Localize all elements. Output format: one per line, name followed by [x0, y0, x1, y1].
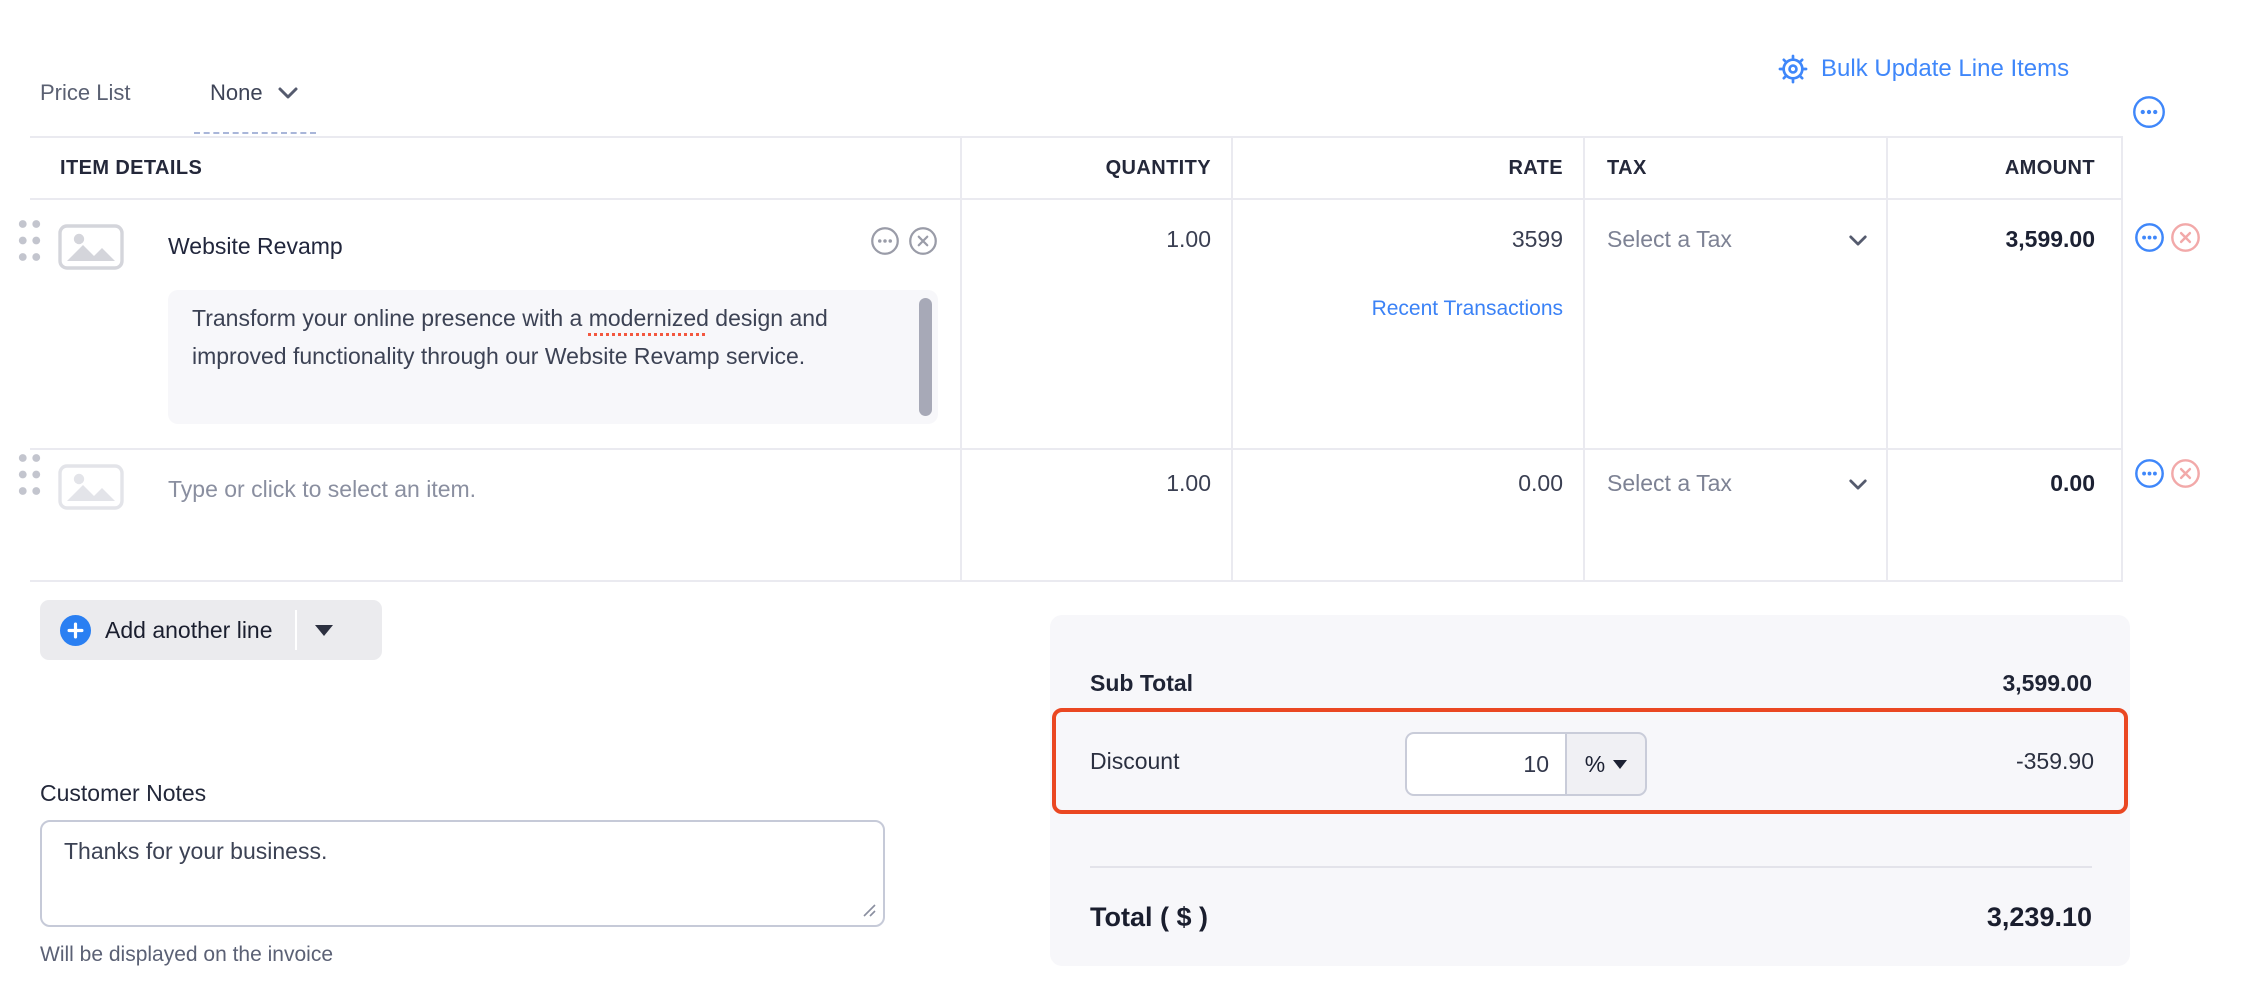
header-rate: RATE [1233, 138, 1585, 198]
summary-panel: Sub Total 3,599.00 Discount -359.90 % To… [1050, 615, 2130, 966]
tax-select-placeholder: Select a Tax [1607, 470, 1732, 496]
item-more-icon[interactable] [870, 226, 900, 262]
misspelled-word: modernized [588, 305, 709, 331]
add-another-line-label: Add another line [105, 616, 273, 643]
row-drag-handle[interactable] [16, 218, 43, 268]
bulk-update-line-items-link[interactable]: Bulk Update Line Items [1777, 53, 2069, 85]
add-another-line-button[interactable]: Add another line [40, 600, 382, 660]
item-description-textarea[interactable]: Transform your online presence with a mo… [168, 290, 938, 424]
tax-select-placeholder: Select a Tax [1607, 226, 1732, 252]
price-list-dropdown[interactable]: None [210, 80, 299, 106]
amount-value: 0.00 [1888, 450, 2123, 580]
button-divider [294, 610, 297, 650]
total-label: Total ( $ ) [1090, 901, 1208, 932]
item-image-placeholder[interactable] [58, 464, 124, 516]
header-quantity: QUANTITY [962, 138, 1233, 198]
tax-select[interactable]: Select a Tax [1585, 450, 1888, 580]
quantity-value[interactable]: 1.00 [962, 200, 1233, 448]
rate-value[interactable]: 0.00 [1233, 450, 1585, 580]
plus-icon [60, 614, 91, 646]
price-list-label: Price List [40, 80, 131, 105]
gear-icon [1778, 54, 1808, 84]
chevron-down-icon [1849, 479, 1867, 490]
caret-down-icon [1613, 759, 1628, 769]
subtotal-row: Sub Total 3,599.00 [1090, 655, 2092, 711]
item-description-text: Transform your online presence with a mo… [192, 305, 828, 369]
discount-unit-label: % [1584, 750, 1606, 777]
total-row: Total ( $ ) 3,239.10 [1090, 887, 2092, 947]
item-select-input[interactable]: Type or click to select an item. [168, 476, 477, 502]
discount-input-group: % [1405, 732, 1647, 796]
table-columns-menu-icon[interactable] [2132, 95, 2166, 134]
table-row: Website Revamp Transform your online pre… [30, 200, 2123, 450]
discount-row: Discount -359.90 [1090, 712, 2094, 810]
header-amount: AMOUNT [1888, 138, 2123, 198]
price-list-dashed-underline [194, 132, 316, 134]
table-row: Type or click to select an item. 1.00 0.… [30, 450, 2123, 582]
table-header-row: ITEM DETAILS QUANTITY RATE TAX AMOUNT [30, 136, 2123, 200]
quantity-value[interactable]: 1.00 [962, 450, 1233, 580]
header-item-details: ITEM DETAILS [30, 138, 962, 198]
price-list-value: None [210, 80, 263, 105]
subtotal-label: Sub Total [1090, 669, 1194, 696]
description-scrollbar[interactable] [919, 298, 932, 416]
total-value: 3,239.10 [1986, 901, 2092, 932]
customer-notes-textarea[interactable]: Thanks for your business. [40, 820, 885, 927]
discount-amount: -359.90 [2015, 747, 2094, 774]
item-name[interactable]: Website Revamp [168, 232, 343, 259]
discount-highlight-box: Discount -359.90 % [1052, 708, 2128, 814]
row-delete-icon[interactable] [2170, 458, 2201, 494]
row-drag-handle[interactable] [16, 452, 43, 502]
discount-label: Discount [1090, 747, 1180, 774]
subtotal-value: 3,599.00 [2002, 669, 2092, 696]
line-items-table: ITEM DETAILS QUANTITY RATE TAX AMOUNT We… [30, 136, 2123, 582]
tax-select[interactable]: Select a Tax [1585, 200, 1888, 448]
discount-unit-dropdown[interactable]: % [1565, 732, 1647, 796]
recent-transactions-link[interactable]: Recent Transactions [1371, 297, 1563, 320]
bulk-update-label: Bulk Update Line Items [1821, 55, 2070, 82]
row-more-icon[interactable] [2134, 222, 2165, 258]
chevron-down-icon [1849, 235, 1867, 246]
add-line-caret-icon[interactable] [314, 624, 333, 636]
row-delete-icon[interactable] [2170, 222, 2201, 258]
chevron-down-icon [278, 87, 298, 99]
notes-helper-text: Will be displayed on the invoice [40, 943, 333, 966]
summary-divider [1090, 866, 2092, 868]
discount-value-input[interactable] [1405, 732, 1565, 796]
row-more-icon[interactable] [2134, 458, 2165, 494]
customer-notes-label: Customer Notes [40, 780, 207, 806]
amount-value: 3,599.00 [1888, 200, 2123, 448]
item-clear-icon[interactable] [908, 226, 938, 262]
item-image-placeholder[interactable] [58, 224, 124, 276]
header-tax: TAX [1585, 138, 1888, 198]
textarea-resize-handle[interactable] [862, 903, 876, 922]
rate-value[interactable]: 3599 [1511, 226, 1563, 252]
